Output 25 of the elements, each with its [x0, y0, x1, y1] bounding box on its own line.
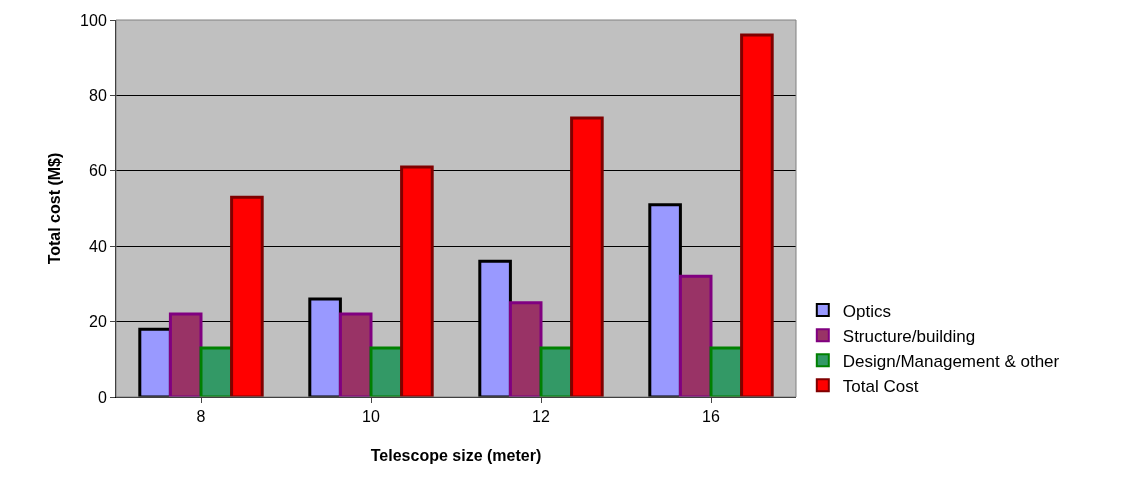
bar	[508, 301, 543, 397]
legend-label: Optics	[842, 301, 891, 321]
bar	[570, 116, 604, 397]
legend-label: Design/Management & other	[842, 351, 1060, 371]
y-tick-label: 20	[89, 313, 107, 331]
bar	[740, 33, 774, 397]
y-tick-label: 80	[89, 87, 107, 104]
y-axis-title: Total cost (M$)	[46, 152, 63, 265]
y-tick-label: 60	[89, 162, 107, 180]
x-tick-label: 8	[196, 408, 206, 426]
x-axis-title: Telescope size (meter)	[370, 446, 542, 464]
bar	[230, 195, 264, 397]
bar	[138, 327, 172, 397]
bar	[168, 312, 203, 397]
bar	[678, 274, 713, 397]
x-tick-label: 16	[702, 408, 720, 426]
y-tick-label: 40	[89, 237, 107, 255]
bar	[400, 165, 434, 397]
y-tick-label: 100	[80, 11, 107, 29]
x-tick-label: 12	[532, 408, 550, 426]
legend-label: Structure/building	[842, 326, 976, 346]
bar	[338, 312, 373, 397]
legend-label: Total Cost	[842, 376, 919, 396]
x-tick-label: 10	[362, 408, 380, 426]
y-tick-label: 0	[97, 388, 107, 406]
